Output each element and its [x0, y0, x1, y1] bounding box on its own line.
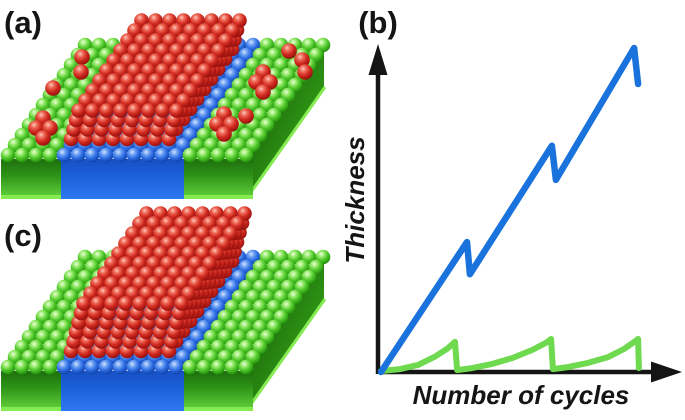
substrate-sphere	[224, 359, 240, 375]
nucleus-sphere	[216, 126, 232, 142]
stripe-sphere	[98, 147, 114, 163]
substrate-side-edge	[246, 86, 327, 198]
panel-b-label: (b)	[358, 5, 398, 40]
chart-series	[377, 44, 642, 376]
stripe-sphere	[168, 147, 184, 163]
substrate-front-edge	[1, 407, 61, 411]
stripe-sphere	[168, 359, 184, 375]
growth-area-thickness-line	[377, 44, 642, 376]
deposit-sphere	[169, 103, 184, 118]
non-growth-area-thickness-line	[378, 336, 642, 374]
substrate-front-edge	[1, 195, 61, 199]
panel-a-illustration	[0, 13, 331, 199]
y-axis-arrowhead	[368, 44, 388, 75]
substrate-sphere	[182, 359, 198, 375]
stripe-sphere	[112, 359, 128, 375]
substrate-sphere	[0, 359, 16, 375]
stripe-sphere	[140, 359, 156, 375]
substrate-sphere	[210, 359, 226, 375]
nucleus-sphere	[255, 84, 271, 100]
substrate-sphere	[42, 359, 58, 375]
growth-stripe-front-face	[61, 371, 184, 411]
stripe-sphere	[98, 359, 114, 375]
panel-c-label: (c)	[4, 218, 42, 253]
nucleus-sphere	[45, 80, 61, 96]
stripe-sphere	[154, 359, 170, 375]
deposit-sphere	[104, 296, 119, 311]
deposit-sphere	[132, 296, 147, 311]
panel-a-label: (a)	[4, 5, 42, 40]
stripe-sphere	[56, 147, 72, 163]
nucleus-sphere	[281, 43, 297, 59]
nucleus-sphere	[35, 130, 51, 146]
nucleus-sphere	[74, 49, 90, 65]
substrate-sphere	[196, 147, 212, 163]
deposit-sphere	[127, 103, 142, 118]
deposit-sphere	[146, 296, 161, 311]
x-axis-label: Number of cycles	[413, 380, 630, 410]
substrate-side-face	[247, 50, 324, 198]
substrate-sphere	[224, 147, 240, 163]
substrate-sphere	[196, 359, 212, 375]
stripe-sphere	[154, 147, 170, 163]
nucleus-sphere	[73, 64, 89, 80]
nucleus-sphere	[297, 64, 313, 80]
deposit-sphere	[71, 103, 86, 118]
nucleus-sphere	[238, 108, 254, 124]
stripe-sphere	[70, 147, 86, 163]
substrate-sphere	[238, 359, 254, 375]
deposit-sphere	[85, 103, 100, 118]
panel-c-illustration	[0, 206, 331, 411]
deposit-sphere	[90, 296, 105, 311]
stripe-sphere	[140, 147, 156, 163]
substrate-sphere	[0, 147, 16, 163]
stripe-sphere	[126, 359, 142, 375]
stripe-sphere	[126, 147, 142, 163]
deposit-sphere	[118, 296, 133, 311]
stripe-sphere	[84, 147, 100, 163]
deposit-sphere	[174, 296, 189, 311]
substrate-sphere	[28, 359, 44, 375]
stripe-sphere	[84, 359, 100, 375]
substrate-sphere	[238, 147, 254, 163]
deposit-sphere	[160, 296, 175, 311]
stripe-sphere	[112, 147, 128, 163]
substrate-sphere	[210, 147, 226, 163]
substrate-sphere	[28, 147, 44, 163]
deposit-sphere	[113, 103, 128, 118]
deposit-sphere	[76, 296, 91, 311]
substrate-front-edge	[184, 195, 253, 199]
substrate-sphere	[42, 147, 58, 163]
x-axis-arrowhead	[651, 361, 682, 383]
growth-stripe-front-face	[61, 159, 184, 199]
substrate-sphere	[14, 359, 30, 375]
panel-b-chart: Thickness Number of cycles	[340, 44, 682, 410]
substrate-sphere	[182, 147, 198, 163]
deposit-sphere	[99, 103, 114, 118]
stripe-sphere	[56, 359, 72, 375]
substrate-front-edge	[184, 407, 253, 411]
deposit-sphere	[155, 103, 170, 118]
substrate-side-face	[247, 262, 324, 410]
stripe-sphere	[70, 359, 86, 375]
y-axis-label: Thickness	[340, 136, 370, 263]
substrate-sphere	[14, 147, 30, 163]
deposit-sphere	[141, 103, 156, 118]
nucleus-sphere	[294, 52, 310, 68]
substrate-side-edge	[246, 298, 327, 410]
